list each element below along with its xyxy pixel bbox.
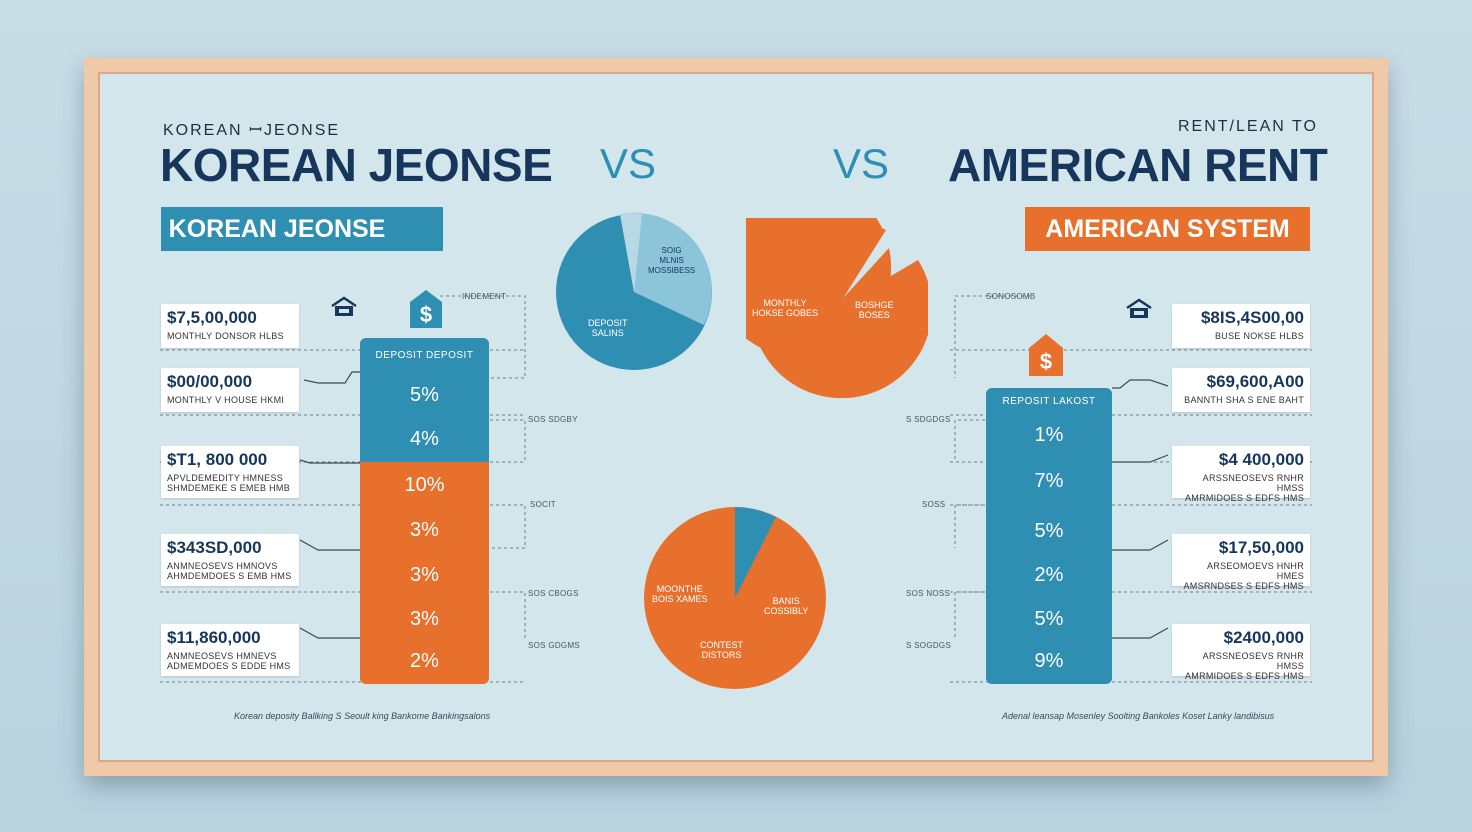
left-card-4-desc: ANMNEOSEVS HMNOVS AHMDEMDOES S EMB HMS [167, 561, 292, 581]
left-note-5: SOS GDGMS [528, 641, 581, 650]
right-card-4-desc: ARSEOMOEVS HNHR HMES AMSRNDSES S EDFS HM… [1183, 561, 1304, 591]
right-card-2: $69,600,A00 BANNTH SHA S ENE BAHT [1172, 368, 1310, 412]
top-right-pie-label-2: BOSHGE BOSES [855, 300, 894, 320]
svg-text:$: $ [420, 302, 432, 327]
right-note-3: SOSS [922, 500, 946, 509]
left-bar-seg-5: 3% [410, 563, 439, 586]
right-banner: AMERICAN SYSTEM [1025, 207, 1310, 251]
left-bar-seg-7: 2% [410, 649, 439, 672]
left-card-1-desc: MONTHLY DONSOR HLBS [167, 331, 284, 341]
right-card-5-desc: ARSSNEOSEVS RNHR HMSS AMRMIDOES S EDFS H… [1184, 651, 1304, 681]
left-card-5-amount: $11,860,000 [167, 628, 261, 647]
right-banner-label: AMERICAN SYSTEM [1045, 214, 1290, 243]
right-bar-seg-3: 5% [1034, 519, 1064, 542]
vs-right: VS [833, 140, 890, 187]
left-bar-seg-3: 10% [404, 473, 445, 496]
right-bar-header: REPOSIT LAKOST [1002, 396, 1096, 407]
left-card-2-amount: $00/00,000 [167, 372, 253, 391]
right-bar-seg-1: 1% [1034, 423, 1064, 446]
left-footer: Korean deposity Ballking S Seoult king B… [234, 711, 491, 721]
left-stacked-bar: DEPOSIT DEPOSIT 5% 4% 10% 3% 3% 3% 2% [360, 338, 489, 684]
right-card-5: $2400,000 ARSSNEOSEVS RNHR HMSS AMRMIDOE… [1172, 624, 1310, 681]
left-card-1: $7,5,00,000 MONTHLY DONSOR HLBS [161, 304, 299, 348]
right-card-5-amount: $2400,000 [1223, 628, 1304, 647]
left-bar-header: DEPOSIT DEPOSIT [375, 350, 474, 361]
bottom-pie [644, 507, 826, 689]
left-card-4: $343SD,000 ANMNEOSEVS HMNOVS AHMDEMDOES … [161, 534, 299, 586]
right-note-2: S SDGDGS [906, 415, 951, 424]
house-icon [331, 296, 357, 316]
right-note-1: SONOSOMB [986, 292, 1036, 301]
right-bar-seg-5: 5% [1034, 607, 1064, 630]
top-left-pie [556, 212, 712, 370]
left-card-3: $T1, 800 000 APVLDEMEDITY HMNESS SHMDEME… [161, 446, 299, 498]
right-note-5: S SOGDGS [906, 641, 952, 650]
left-title: KOREAN JEONSE [160, 139, 553, 191]
bottom-pie-label-1: MOONTHE BOIS XAMES [652, 584, 708, 604]
right-card-1-amount: $8IS,4S00,00 [1200, 308, 1304, 327]
right-card-3: $4 400,000 ARSSNEOSEVS RNHR HMSS AMRMIDO… [1172, 446, 1310, 503]
right-bar-seg-4: 2% [1034, 563, 1064, 586]
left-bar-seg-2: 4% [410, 427, 439, 450]
left-note-3: SOCIT [530, 500, 556, 509]
left-card-2: $00/00,000 MONTHLY V HOUSE HKMI [161, 368, 299, 412]
left-bar-seg-1: 5% [410, 383, 439, 406]
top-left-pie-label-1: DEPOSIT SALINS [588, 318, 628, 338]
right-subtitle: RENT/LEAN TO [1178, 118, 1318, 135]
left-card-4-amount: $343SD,000 [167, 538, 262, 557]
top-right-pie-label-1: MONTHLY HOKSE GOBES [752, 298, 819, 318]
left-bar-seg-4: 3% [410, 518, 439, 541]
house-icon [1126, 298, 1152, 318]
right-card-1: $8IS,4S00,00 BUSE NOKSE HLBS [1172, 304, 1310, 348]
left-card-3-amount: $T1, 800 000 [167, 450, 268, 469]
right-footer: Adenal leansap Mosenley Soolting Bankole… [1002, 711, 1275, 721]
right-card-1-desc: BUSE NOKSE HLBS [1214, 331, 1304, 341]
vs-left: VS [600, 140, 657, 187]
right-title: AMERICAN RENT [948, 139, 1328, 191]
right-card-3-amount: $4 400,000 [1218, 450, 1304, 469]
left-banner: KOREAN JEONSE [161, 207, 443, 251]
right-card-2-desc: BANNTH SHA S ENE BAHT [1184, 395, 1304, 405]
right-card-2-amount: $69,600,A00 [1206, 372, 1304, 391]
right-bar-seg-6: 9% [1034, 649, 1064, 672]
bottom-pie-label-3: CONTEST DISTORS [700, 640, 744, 660]
left-subtitle: KOREAN ꟷJEONSE [163, 122, 341, 139]
left-bar-seg-6: 3% [410, 607, 439, 630]
svg-text:$: $ [1040, 349, 1052, 374]
right-bar-seg-2: 7% [1034, 469, 1064, 492]
left-bar-blue-block [360, 338, 489, 462]
left-card-3-desc: APVLDEMEDITY HMNESS SHMDEMEKE S EMEB HMB [167, 473, 291, 493]
right-note-4: SOS NOSS [906, 589, 951, 598]
top-right-pie [746, 218, 928, 398]
bottom-pie-label-2: BANIS COSSIBLY [764, 596, 809, 616]
left-note-4: SOS CBOGS [528, 589, 579, 598]
left-card-2-desc: MONTHLY V HOUSE HKMI [167, 395, 285, 405]
right-card-4-amount: $17,50,000 [1218, 538, 1304, 557]
left-note-2: SOS SDGBY [528, 415, 578, 424]
left-card-1-amount: $7,5,00,000 [167, 308, 257, 327]
left-card-5: $11,860,000 ANMNEOSEVS HMNEVS ADMEMDOES … [161, 624, 299, 676]
right-card-4: $17,50,000 ARSEOMOEVS HNHR HMES AMSRNDSE… [1172, 534, 1310, 591]
dollar-tag-icon: $ [1029, 334, 1063, 376]
right-stacked-bar: REPOSIT LAKOST 1% 7% 5% 2% 5% 9% [986, 388, 1112, 684]
top-left-pie-label-2: SOIG MLNIS MOSSIBESS [648, 246, 696, 275]
left-note-1: INDEMENT [462, 292, 507, 301]
right-card-3-desc: ARSSNEOSEVS RNHR HMSS AMRMIDOES S EDFS H… [1184, 473, 1304, 503]
left-card-5-desc: ANMNEOSEVS HMNEVS ADMEMDOES S EDDE HMS [167, 651, 291, 671]
left-banner-label: KOREAN JEONSE [168, 214, 386, 243]
dollar-tag-icon: $ [410, 290, 442, 328]
